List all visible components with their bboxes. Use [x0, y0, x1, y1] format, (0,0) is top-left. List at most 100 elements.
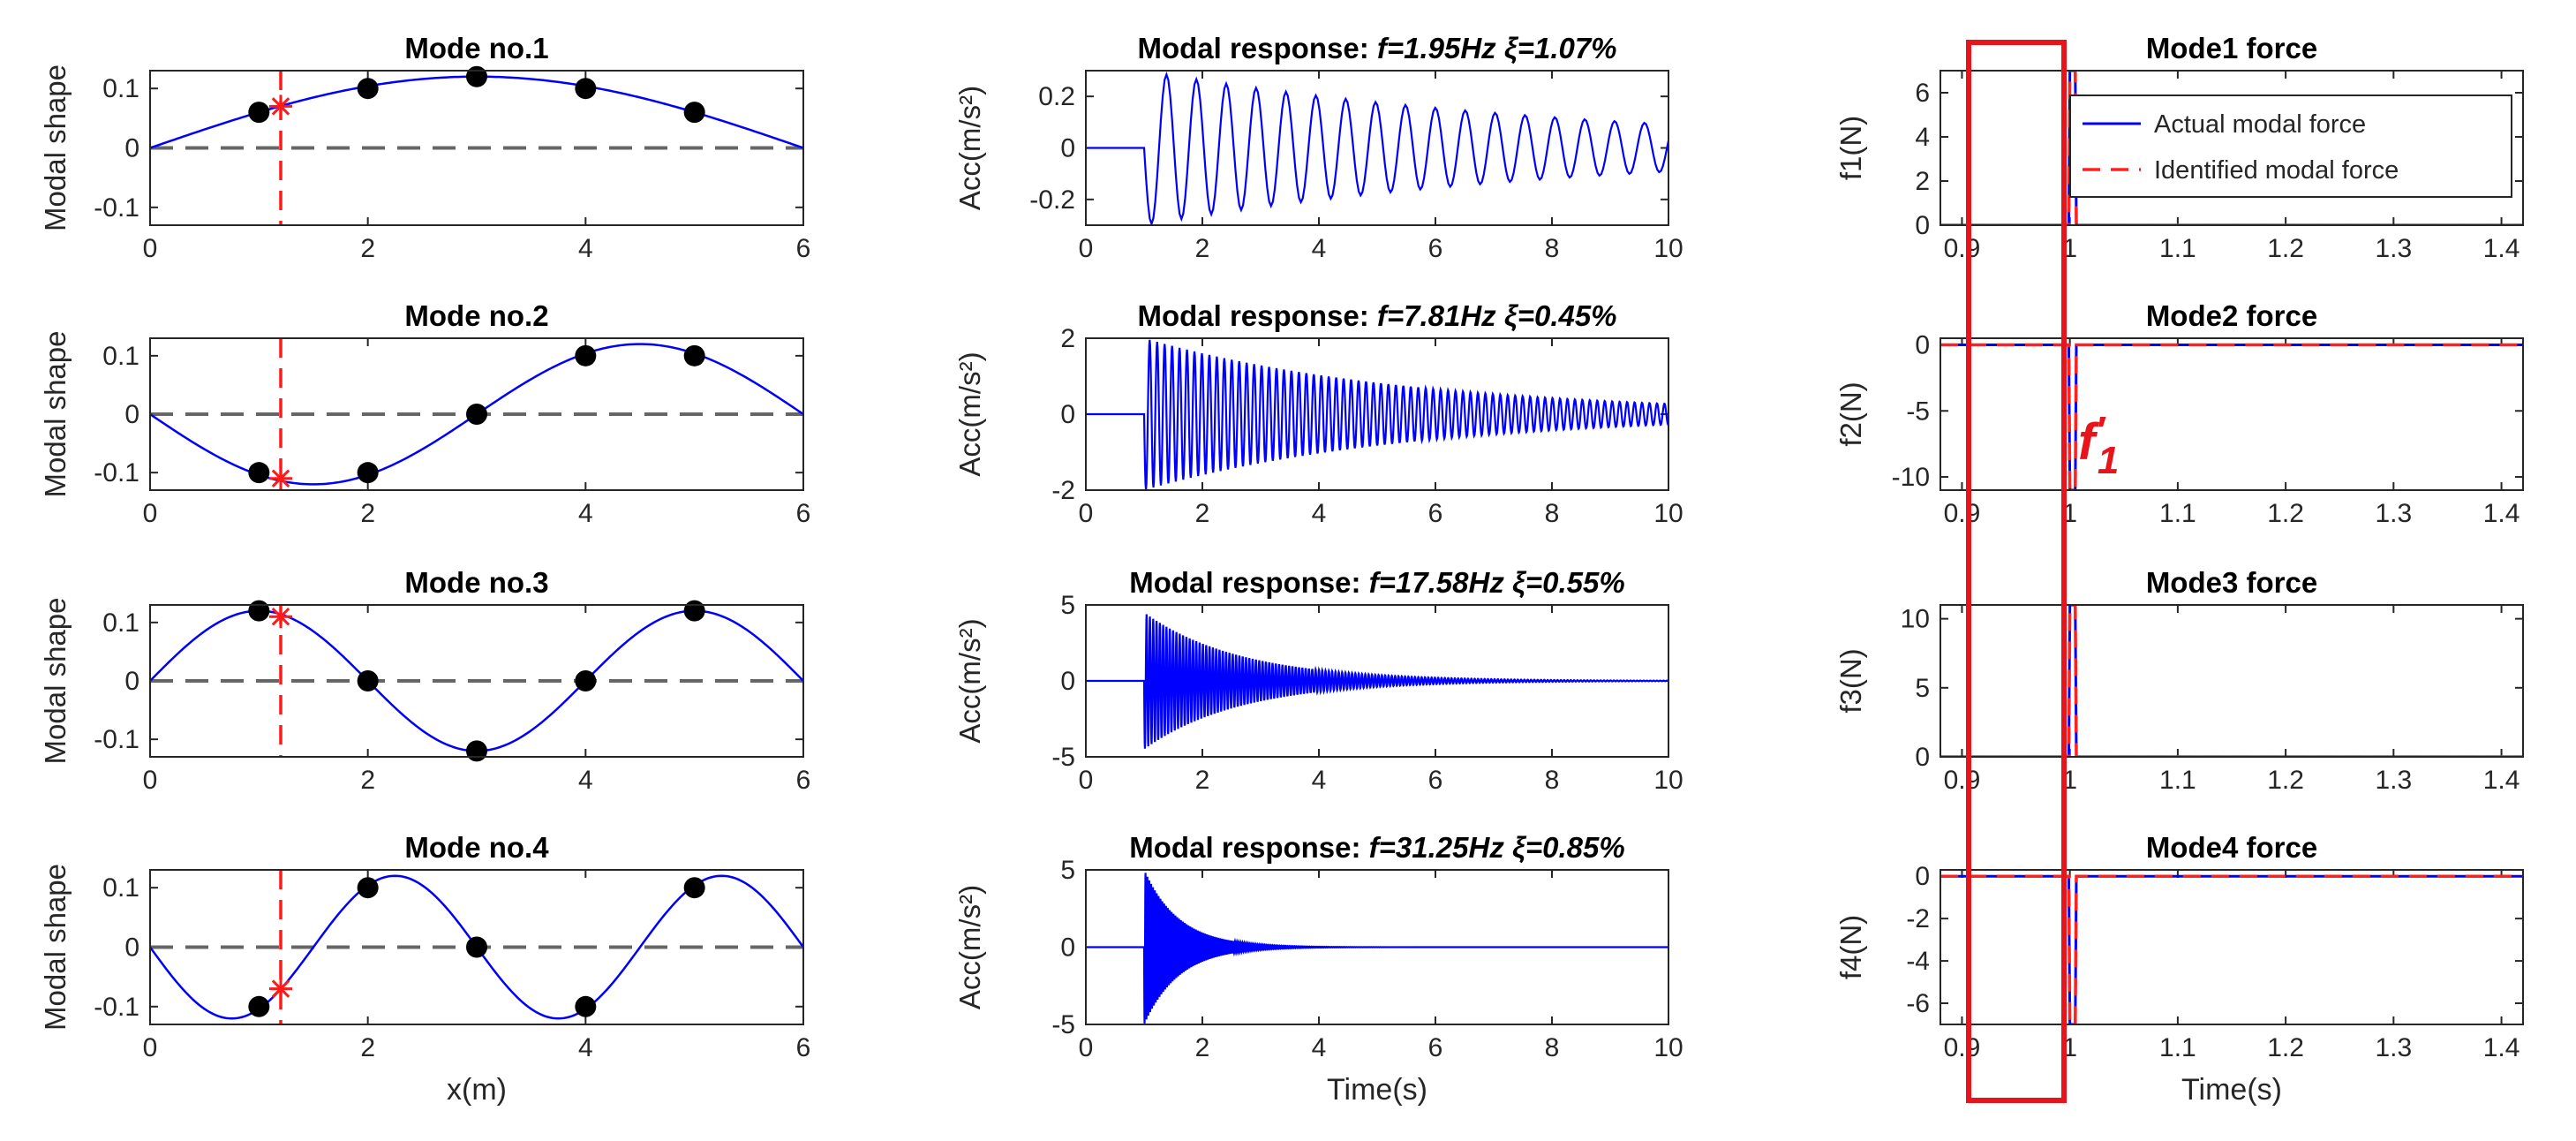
x-tick-label: 4 [1312, 766, 1327, 795]
y-tick-label: -0.2 [1029, 185, 1075, 215]
modal-response-line [1086, 71, 1668, 225]
y-tick-label: -5 [1051, 1010, 1075, 1039]
y-tick-label: 2 [1060, 324, 1075, 353]
modal-response-line [1086, 339, 1668, 490]
y-tick-label: 5 [1060, 591, 1075, 620]
x-tick-label: 0.9 [1944, 234, 1981, 263]
measurement-node [575, 670, 597, 691]
x-tick-label: 4 [578, 1033, 593, 1062]
panel-title: Modal response: f=7.81Hz ξ=0.45% [1137, 299, 1616, 332]
x-tick-label: 10 [1653, 234, 1683, 263]
x-tick-label: 0 [143, 1033, 158, 1062]
x-tick-label: 1.1 [2159, 1033, 2196, 1062]
y-tick-label: 0 [1060, 400, 1075, 429]
x-tick-label: 1.1 [2159, 234, 2196, 263]
panel-title: Modal response: f=1.95Hz ξ=1.07% [1137, 32, 1616, 64]
x-tick-label: 4 [1312, 1033, 1327, 1062]
legend-actual-label: Actual modal force [2154, 110, 2366, 139]
modal-response-line [1086, 614, 1668, 749]
y-axis-label: Modal shape [39, 331, 72, 498]
measurement-node [466, 740, 487, 762]
legend: Actual modal force Identified modal force [2069, 94, 2512, 198]
y-tick-label: -5 [1906, 397, 1930, 426]
y-axis-label: f4(N) [1834, 915, 1867, 979]
panel-title: Mode4 force [2146, 831, 2317, 864]
measurement-node [248, 462, 270, 484]
y-tick-label: -5 [1051, 743, 1075, 772]
panel-title: Mode2 force [2146, 299, 2317, 332]
actual-force-line [1940, 874, 2523, 1024]
axes-box [1940, 70, 2524, 226]
x-tick-label: 0.9 [1944, 1033, 1981, 1062]
y-tick-label: 5 [1060, 856, 1075, 885]
x-tick-label: 1.4 [2483, 234, 2520, 263]
sensor-star-marker [269, 466, 292, 490]
axes-box [1940, 869, 2524, 1025]
legend-box [2069, 94, 2512, 198]
y-tick-label: -0.1 [94, 993, 139, 1022]
y-tick-label: 0.1 [102, 873, 139, 903]
x-tick-label: 8 [1545, 499, 1560, 528]
x-tick-label: 1.4 [2483, 1033, 2520, 1062]
x-axis-label: Time(s) [1327, 1073, 1427, 1107]
x-tick-label: 1.1 [2159, 766, 2196, 795]
axes-box [149, 337, 804, 491]
x-tick-label: 0 [1079, 234, 1094, 263]
x-tick-label: 2 [360, 1033, 375, 1062]
y-tick-label: 4 [1915, 123, 1930, 152]
x-tick-label: 0.9 [1944, 766, 1981, 795]
x-tick-label: 2 [1195, 1033, 1210, 1062]
y-tick-label: 5 [1915, 674, 1930, 703]
y-tick-label: -6 [1906, 989, 1930, 1018]
panel-title: Modal response: f=17.58Hz ξ=0.55% [1129, 566, 1624, 599]
x-tick-label: 8 [1545, 766, 1560, 795]
measurement-node [466, 65, 487, 87]
panel-10: 0.9 1 1.1 1.2 1.3 1.4 0 -5 -10 Mode2 force f2(N) [1834, 299, 2524, 528]
measurement-node [683, 344, 705, 366]
x-tick-label: 6 [1428, 499, 1443, 528]
x-tick-label: 2 [1195, 766, 1210, 795]
annotation-prime: ′ [2095, 409, 2106, 452]
x-tick-label: 1.3 [2375, 766, 2412, 795]
measurement-node [683, 877, 705, 899]
axes-box [1085, 604, 1669, 758]
x-tick-label: 6 [1428, 766, 1443, 795]
x-tick-label: 0 [1079, 1033, 1094, 1062]
plot-area [1086, 614, 1668, 749]
legend-identified-label: Identified modal force [2154, 156, 2399, 185]
title-values: f=31.25Hz ξ=0.85% [1369, 831, 1625, 864]
measurement-node [575, 78, 597, 100]
y-tick-label: 0 [124, 400, 139, 429]
title-label: Modal response: [1137, 299, 1376, 332]
measurement-node [466, 404, 487, 425]
y-tick-label: 0.1 [102, 608, 139, 638]
y-tick-label: 0 [1915, 862, 1930, 891]
x-tick-label: 1.2 [2267, 1033, 2304, 1062]
title-label: Modal response: [1137, 32, 1376, 64]
x-tick-label: 6 [1428, 234, 1443, 263]
actual-force-line [1940, 343, 2523, 490]
mode-shape-line [150, 75, 803, 149]
y-axis-label: Acc(m/s²) [953, 618, 986, 743]
measurement-node [357, 670, 379, 691]
measurement-node [683, 102, 705, 124]
x-tick-label: 0 [143, 234, 158, 263]
x-tick-label: 6 [1428, 1033, 1443, 1062]
x-tick-label: 2 [1195, 499, 1210, 528]
x-tick-label: 1.3 [2375, 1033, 2412, 1062]
measurement-node [357, 78, 379, 100]
x-tick-label: 1.4 [2483, 499, 2520, 528]
measurement-node [357, 462, 379, 484]
sensor-star-marker [269, 977, 292, 1001]
y-tick-label: 0 [1060, 667, 1075, 696]
title-label: Modal response: [1129, 566, 1368, 599]
x-tick-label: 4 [578, 234, 593, 263]
axes-box [1940, 604, 2524, 758]
plot-area [150, 605, 803, 757]
